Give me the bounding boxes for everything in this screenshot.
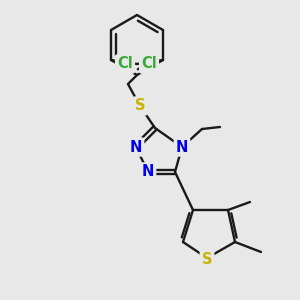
Text: S: S [202, 251, 212, 266]
Text: S: S [135, 98, 145, 113]
Text: N: N [176, 140, 188, 154]
Text: Cl: Cl [141, 56, 157, 71]
Text: Cl: Cl [117, 56, 133, 71]
Text: N: N [130, 140, 142, 154]
Text: N: N [142, 164, 154, 179]
